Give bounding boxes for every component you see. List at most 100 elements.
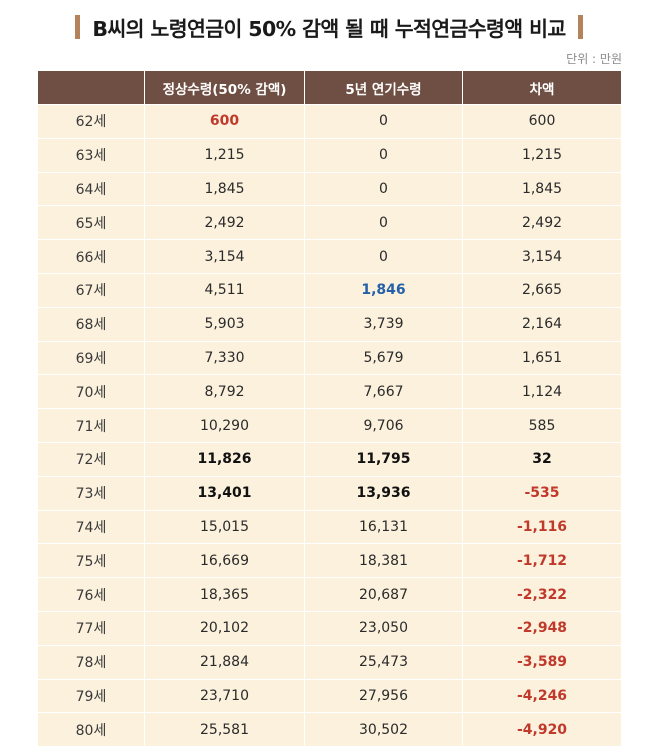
cell-deferred: 0 xyxy=(304,137,462,172)
cell-deferred: 27,956 xyxy=(304,678,462,713)
table-row: 64세 1,845 0 1,845 xyxy=(38,171,621,206)
cell-diff: -3,589 xyxy=(462,644,621,679)
table-row: 78세 21,884 25,473 -3,589 xyxy=(38,644,621,679)
page-title: B씨의 노령연금이 50% 감액 될 때 누적연금수령액 비교 xyxy=(92,17,566,41)
cell-deferred: 23,050 xyxy=(304,610,462,645)
cell-age: 75세 xyxy=(38,543,144,578)
cell-deferred: 18,381 xyxy=(304,543,462,578)
cell-age: 63세 xyxy=(38,137,144,172)
cell-deferred: 5,679 xyxy=(304,340,462,375)
cell-age: 66세 xyxy=(38,239,144,273)
cell-deferred: 11,795 xyxy=(304,441,462,476)
cell-normal: 1,215 xyxy=(144,137,304,172)
table-row: 67세 4,511 1,846 2,665 xyxy=(38,272,621,307)
cell-age: 79세 xyxy=(38,678,144,713)
cell-normal: 23,710 xyxy=(144,678,304,713)
cell-deferred: 7,667 xyxy=(304,374,462,409)
table-row: 65세 2,492 0 2,492 xyxy=(38,205,621,240)
header-age xyxy=(38,71,144,104)
table-row: 63세 1,215 0 1,215 xyxy=(38,137,621,172)
cell-deferred: 0 xyxy=(304,239,462,273)
table-row: 62세 600 0 600 xyxy=(38,104,621,138)
cell-normal: 11,826 xyxy=(144,441,304,476)
cell-diff: 3,154 xyxy=(462,239,621,273)
cell-diff: -4,920 xyxy=(462,712,621,747)
cell-diff: -2,322 xyxy=(462,577,621,611)
header-normal: 정상수령(50% 감액) xyxy=(144,71,304,104)
cell-normal: 7,330 xyxy=(144,340,304,375)
cell-normal: 15,015 xyxy=(144,509,304,544)
cell-age: 76세 xyxy=(38,577,144,611)
cell-diff: -535 xyxy=(462,475,621,510)
cell-age: 62세 xyxy=(38,104,144,138)
cell-age: 80세 xyxy=(38,712,144,747)
cell-age: 74세 xyxy=(38,509,144,544)
table-row: 68세 5,903 3,739 2,164 xyxy=(38,306,621,341)
cell-age: 67세 xyxy=(38,272,144,307)
cell-deferred: 25,473 xyxy=(304,644,462,679)
cell-normal: 10,290 xyxy=(144,408,304,442)
table-row: 77세 20,102 23,050 -2,948 xyxy=(38,610,621,645)
cell-diff: 2,665 xyxy=(462,272,621,307)
cell-deferred: 16,131 xyxy=(304,509,462,544)
cell-diff: -2,948 xyxy=(462,610,621,645)
cell-normal: 16,669 xyxy=(144,543,304,578)
table-row: 70세 8,792 7,667 1,124 xyxy=(38,374,621,409)
cell-age: 65세 xyxy=(38,205,144,240)
cell-diff: 2,164 xyxy=(462,306,621,341)
cell-normal: 8,792 xyxy=(144,374,304,409)
cell-age: 64세 xyxy=(38,171,144,206)
cell-deferred: 0 xyxy=(304,205,462,240)
table-row: 74세 15,015 16,131 -1,116 xyxy=(38,509,621,544)
cell-diff: -1,116 xyxy=(462,509,621,544)
cell-deferred: 0 xyxy=(304,104,462,138)
cell-normal: 21,884 xyxy=(144,644,304,679)
cell-deferred: 30,502 xyxy=(304,712,462,747)
cell-diff: 600 xyxy=(462,104,621,138)
cell-normal: 25,581 xyxy=(144,712,304,747)
header-deferred: 5년 연기수령 xyxy=(304,71,462,104)
cell-normal: 5,903 xyxy=(144,306,304,341)
cell-normal: 2,492 xyxy=(144,205,304,240)
cell-diff: 1,124 xyxy=(462,374,621,409)
cell-normal: 20,102 xyxy=(144,610,304,645)
cell-deferred: 0 xyxy=(304,171,462,206)
cell-age: 73세 xyxy=(38,475,144,510)
title-row: B씨의 노령연금이 50% 감액 될 때 누적연금수령액 비교 xyxy=(0,10,658,44)
cell-diff: 32 xyxy=(462,441,621,476)
cell-normal: 13,401 xyxy=(144,475,304,510)
cell-age: 72세 xyxy=(38,441,144,476)
cell-age: 71세 xyxy=(38,408,144,442)
table-row: 79세 23,710 27,956 -4,246 xyxy=(38,678,621,713)
cell-normal: 4,511 xyxy=(144,272,304,307)
cell-deferred: 3,739 xyxy=(304,306,462,341)
table-row: 69세 7,330 5,679 1,651 xyxy=(38,340,621,375)
header-diff: 차액 xyxy=(462,71,621,104)
cell-age: 77세 xyxy=(38,610,144,645)
table-row: 80세 25,581 30,502 -4,920 xyxy=(38,712,621,747)
cell-deferred: 13,936 xyxy=(304,475,462,510)
cell-age: 68세 xyxy=(38,306,144,341)
cell-normal: 600 xyxy=(144,104,304,138)
table-row: 73세 13,401 13,936 -535 xyxy=(38,475,621,510)
header-row: 정상수령(50% 감액) 5년 연기수령 차액 xyxy=(38,71,621,104)
table-row: 71세 10,290 9,706 585 xyxy=(38,408,621,442)
table-row: 66세 3,154 0 3,154 xyxy=(38,239,621,273)
cell-diff: -1,712 xyxy=(462,543,621,578)
cell-normal: 18,365 xyxy=(144,577,304,611)
comparison-table: 정상수령(50% 감액) 5년 연기수령 차액 62세 600 0 600 63세 1,2… xyxy=(38,71,621,747)
cell-deferred: 20,687 xyxy=(304,577,462,611)
cell-normal: 1,845 xyxy=(144,171,304,206)
cell-diff: -4,246 xyxy=(462,678,621,713)
table-row: 76세 18,365 20,687 -2,322 xyxy=(38,577,621,611)
table-header: 정상수령(50% 감액) 5년 연기수령 차액 xyxy=(38,71,621,104)
table-row: 72세 11,826 11,795 32 xyxy=(38,441,621,476)
cell-age: 78세 xyxy=(38,644,144,679)
cell-deferred: 9,706 xyxy=(304,408,462,442)
table-body: 62세 600 0 600 63세 1,215 0 1,215 64세 1,845 0 1,845 65… xyxy=(38,104,621,747)
title-accent-bar-left xyxy=(75,15,81,39)
table-row: 75세 16,669 18,381 -1,712 xyxy=(38,543,621,578)
cell-age: 70세 xyxy=(38,374,144,409)
cell-diff: 1,651 xyxy=(462,340,621,375)
title-accent-bar-right xyxy=(577,15,583,39)
